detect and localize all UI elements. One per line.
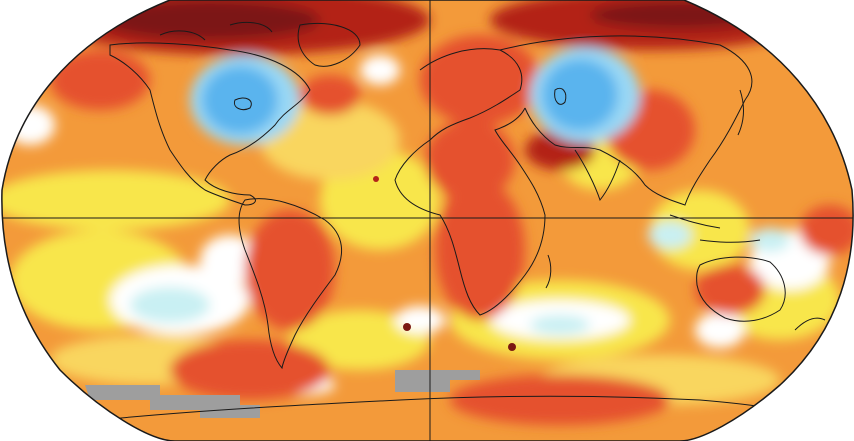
red-blob (50, 50, 150, 110)
no-data-patches (85, 370, 480, 418)
white-blob (360, 55, 400, 85)
hotspot-dot (403, 323, 411, 331)
yellow-blob (290, 310, 430, 370)
white-blob (200, 235, 260, 285)
no-data-region (85, 385, 260, 418)
darkest-red-blob (100, 0, 320, 40)
no-data-region (395, 370, 480, 392)
pale-blue-blob (750, 228, 790, 252)
caspian-sea-coast (554, 87, 567, 105)
north-america-coast (109, 42, 311, 206)
red-blob (245, 210, 335, 330)
indonesia-coast (669, 214, 761, 243)
red-blob (695, 265, 765, 315)
great-lakes-coast (233, 97, 252, 111)
greenland-coast (297, 23, 361, 67)
arctic-islands-coast (159, 21, 273, 41)
pale-blue-blob (530, 315, 590, 335)
australia-coast (696, 256, 786, 322)
red-blob (420, 35, 540, 125)
hotspot-dot (508, 343, 516, 351)
yellow-blob (260, 100, 400, 180)
red-blob (170, 340, 330, 400)
japan-coast (737, 89, 744, 136)
red-blob (425, 120, 515, 200)
pale-blue-blob (648, 221, 692, 249)
white-blob (695, 312, 745, 348)
antarctica-coast (99, 395, 801, 421)
red-blob (450, 375, 670, 425)
yellow-blob (1, 170, 230, 230)
anomaly-blobs (1, 0, 854, 425)
hotspot-dot (373, 176, 379, 182)
europe-africa-coast (394, 48, 546, 316)
white-blob (395, 306, 445, 334)
cold-anomaly-blue (542, 59, 618, 131)
asia-coast (499, 35, 753, 206)
yellow-blob (650, 190, 750, 270)
india-coast (574, 149, 621, 202)
red-blob (300, 75, 360, 115)
red-blob (435, 180, 525, 320)
madagascar-coast (545, 254, 552, 289)
darkest-red-blob (590, 1, 770, 29)
pale-blue-blob (130, 287, 210, 323)
coastlines (99, 21, 826, 421)
cold-anomaly-blue (202, 66, 278, 134)
south-america-coast (238, 198, 343, 370)
new-zealand-coast (794, 317, 826, 331)
